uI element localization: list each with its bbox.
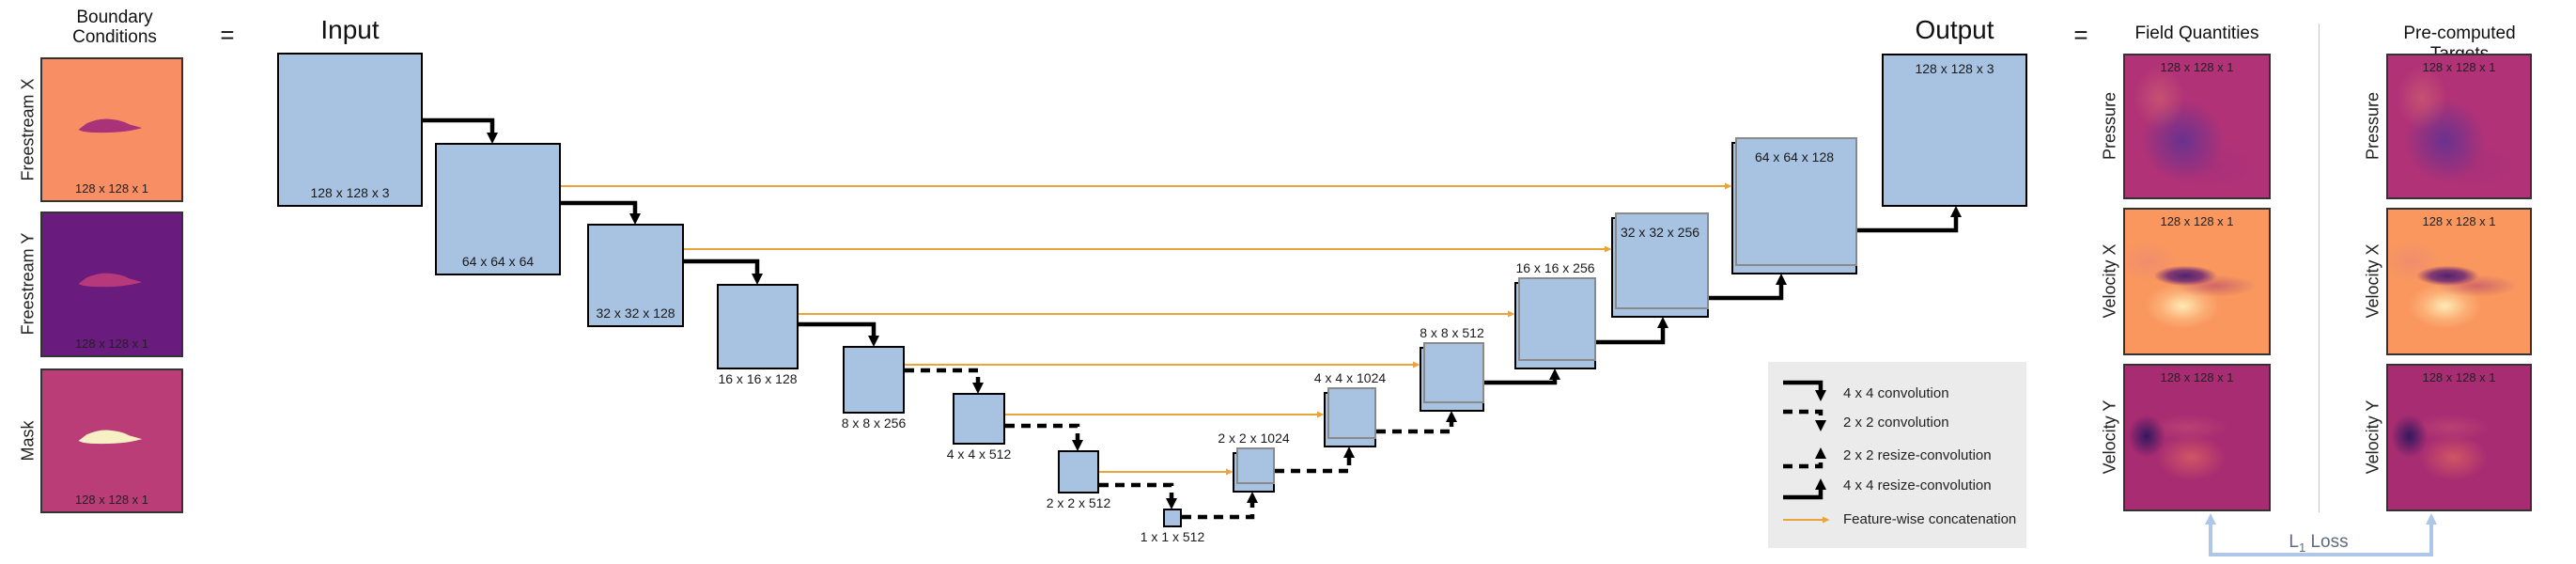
conv2-arrow-8-4 (905, 368, 984, 394)
velocity-y-target-image: 128 x 128 x 1 (2386, 364, 2532, 511)
encoder-box-2-dims: 2 x 2 x 512 (1046, 495, 1111, 510)
velocity-x-target-dims: 128 x 128 x 1 (2422, 214, 2496, 228)
decoder-box-32: 32 x 32 x 256 (1611, 212, 1709, 318)
encoder-box-8: 8 x 8 x 256 (842, 346, 906, 431)
column-divider (2319, 24, 2320, 512)
equals-sign-right: = (2073, 21, 2088, 49)
encoder-box-64: 64 x 64 x 64 (435, 143, 561, 275)
airfoil-silhouette-icon (77, 273, 142, 288)
resize2-arrow-1-2 (1182, 492, 1258, 520)
pressure-label: Pressure (2100, 91, 2119, 161)
conv2-arrow-4-2 (1005, 423, 1083, 451)
output-box-dims: 128 x 128 x 3 (1915, 61, 1994, 76)
airfoil-silhouette-icon (77, 430, 142, 444)
decoder-box-64-dims: 64 x 64 x 128 (1754, 149, 1835, 164)
bottleneck-box-1-dims: 1 x 1 x 512 (1140, 529, 1205, 544)
decoder-box-2: 2 x 2 x 1024 (1218, 431, 1290, 493)
freestream-x-label: Freestream X (18, 78, 38, 181)
boundary-conditions-title: Boundary Conditions (39, 8, 190, 47)
decoder-box-8: 8 x 8 x 512 (1420, 325, 1484, 412)
encoder-box-64-dims: 64 x 64 x 64 (461, 254, 535, 269)
encoder-box-input: 128 x 128 x 3 (277, 53, 423, 207)
resize4-arrow-64-output (1857, 206, 1962, 233)
field-quantities-title: Field Quantities (2134, 24, 2259, 43)
encoder-box-32-dims: 32 x 32 x 128 (596, 306, 675, 321)
mask-dims: 128 x 128 x 1 (74, 493, 149, 507)
boundary-title-line1: Boundary (76, 8, 153, 27)
airfoil-silhouette-icon (77, 118, 142, 133)
pressure-field-image: 128 x 128 x 1 (2123, 54, 2271, 199)
decoder-box-32-dims: 32 x 32 x 256 (1620, 225, 1700, 240)
freestream-y-label: Freestream Y (18, 232, 38, 336)
output-box: 128 x 128 x 3 (1882, 54, 2027, 207)
encoder-box-16-dims: 16 x 16 x 128 (718, 371, 798, 386)
target-pressure-label: Pressure (2363, 91, 2382, 161)
legend-item-resize4: 4 x 4 resize-convolution (1843, 478, 1992, 494)
input-title: Input (320, 15, 380, 44)
resize2-arrow-2-4 (1275, 446, 1355, 474)
l1-loss-prefix: L (2289, 532, 2299, 552)
decoder-box-8-dims: 8 x 8 x 512 (1420, 325, 1484, 340)
encoder-box-2: 2 x 2 x 512 (1047, 450, 1110, 510)
l1-loss-subscript: 1 (2298, 540, 2306, 555)
target-velocity-x-label: Velocity X (2363, 243, 2382, 319)
freestream-x-dims: 128 x 128 x 1 (74, 181, 149, 196)
freestream-x-image: 128 x 128 x 1 (40, 57, 183, 202)
conv4-arrow-32-16 (684, 258, 763, 285)
resize2-arrow-4-8 (1376, 411, 1457, 434)
velocity-x-target-image: 128 x 128 x 1 (2386, 208, 2532, 355)
encoder-box-4: 4 x 4 x 512 (947, 393, 1011, 462)
decoder-box-16-dims: 16 x 16 x 256 (1515, 260, 1595, 275)
conv4-arrow-64-32 (561, 200, 641, 225)
freestream-y-image: 128 x 128 x 1 (40, 212, 183, 357)
velocity-y-label: Velocity Y (2100, 400, 2119, 475)
legend-item-conv2: 2 x 2 convolution (1843, 415, 1949, 431)
encoder-box-32: 32 x 32 x 128 (587, 224, 684, 327)
boundary-title-line2: Conditions (72, 27, 157, 47)
encoder-box-input-dims: 128 x 128 x 3 (310, 185, 390, 200)
legend-item-concat: Feature-wise concatenation (1843, 511, 2017, 527)
pressure-target-image: 128 x 128 x 1 (2386, 54, 2532, 199)
velocity-x-field-dims: 128 x 128 x 1 (2160, 214, 2234, 228)
output-title: Output (1915, 15, 1994, 44)
velocity-x-field-image: 128 x 128 x 1 (2123, 208, 2271, 355)
resize4-arrow-16-32 (1596, 317, 1668, 345)
encoder-box-4-dims: 4 x 4 x 512 (946, 446, 1012, 462)
encoder-box-8-dims: 8 x 8 x 256 (841, 415, 907, 431)
l1-loss-label: L1 Loss (2253, 532, 2384, 555)
velocity-x-label: Velocity X (2100, 243, 2119, 319)
pressure-target-dims: 128 x 128 x 1 (2422, 60, 2496, 74)
decoder-box-64: 64 x 64 x 128 (1731, 137, 1857, 274)
pressure-field-dims: 128 x 128 x 1 (2160, 60, 2234, 74)
l1-loss-suffix: Loss (2305, 532, 2349, 552)
decoder-box-2-dims: 2 x 2 x 1024 (1218, 431, 1290, 446)
velocity-y-field-dims: 128 x 128 x 1 (2160, 370, 2234, 384)
conv4-arrow-16-8 (799, 321, 879, 347)
freestream-y-dims: 128 x 128 x 1 (74, 337, 149, 351)
velocity-y-target-dims: 128 x 128 x 1 (2422, 370, 2496, 384)
resize4-arrow-32-64 (1709, 274, 1787, 301)
decoder-box-4: 4 x 4 x 1024 (1314, 370, 1386, 447)
equals-sign-left: = (220, 21, 235, 49)
mask-image: 128 x 128 x 1 (40, 368, 183, 513)
bottleneck-box-1: 1 x 1 x 512 (1141, 509, 1204, 544)
legend-item-resize2: 2 x 2 resize-convolution (1843, 447, 1992, 463)
resize4-arrow-8-16 (1484, 368, 1560, 385)
encoder-box-16: 16 x 16 x 128 (717, 284, 799, 386)
velocity-y-field-image: 128 x 128 x 1 (2123, 364, 2271, 511)
decoder-box-4-dims: 4 x 4 x 1024 (1313, 370, 1387, 385)
legend-box (1768, 362, 2026, 548)
conv4-arrow-input-64 (423, 118, 498, 144)
legend-item-conv4: 4 x 4 convolution (1843, 385, 1949, 401)
decoder-box-16: 16 x 16 x 256 (1514, 260, 1596, 369)
mask-label: Mask (18, 420, 38, 462)
target-velocity-y-label: Velocity Y (2363, 400, 2382, 475)
